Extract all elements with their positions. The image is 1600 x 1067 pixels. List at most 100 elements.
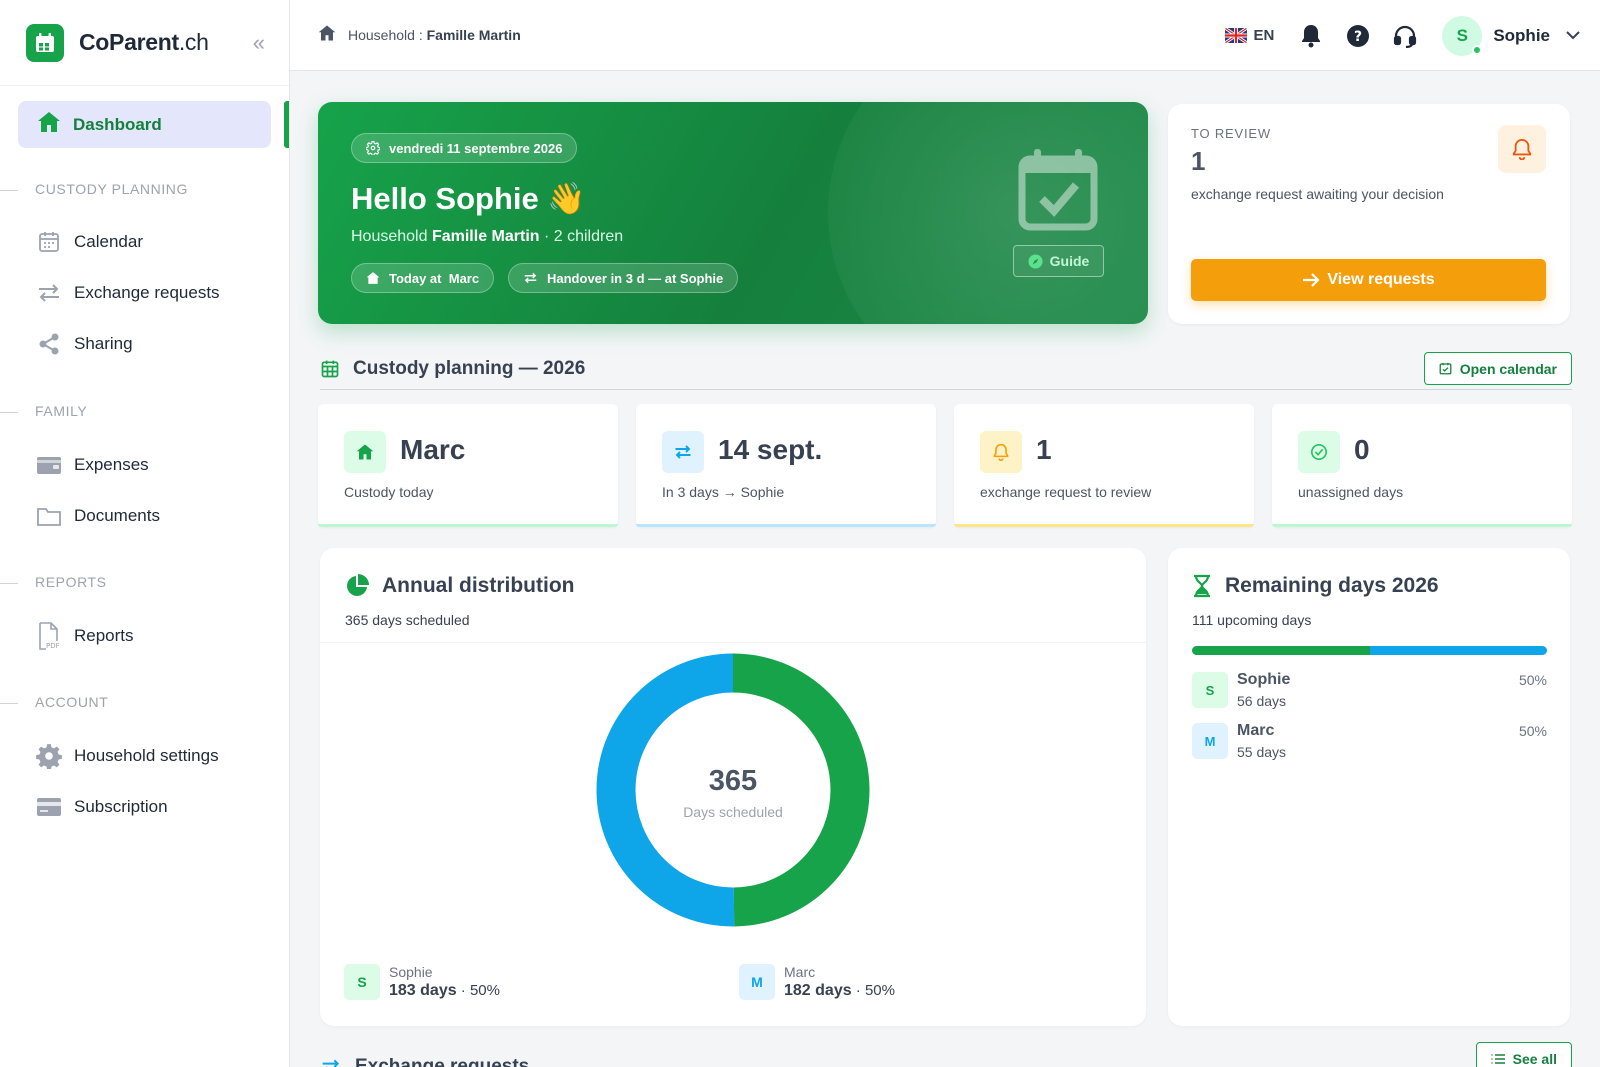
stat-label: exchange request to review [980,484,1152,500]
avatar[interactable]: S [1442,15,1483,56]
swap-arrows-icon [36,280,62,306]
section-account: ACCOUNT [0,694,108,710]
calendar-icon [320,359,340,379]
handover-text: Handover in 3 d — at Sophie [547,270,724,286]
to-review-card: TO REVIEW 1 exchange request awaiting yo… [1168,104,1570,324]
bell-icon[interactable] [1298,23,1324,49]
exchange-requests-header: Exchange requests See all [320,1042,1572,1067]
stat-value: 1 [1036,434,1052,465]
topbar: Household : Famille Martin EN ? S Sophie [290,0,1600,71]
section-title: Exchange requests [355,1056,530,1067]
sidebar-item-calendar[interactable]: Calendar [36,229,143,255]
collapse-sidebar-icon[interactable]: « [252,29,265,55]
sidebar-item-label: Calendar [74,232,143,251]
remaining-title-text: Remaining days 2026 [1225,574,1439,597]
row-percent: 50% [1518,723,1547,739]
calendar-logo-icon[interactable] [26,23,64,62]
check-circle-icon [1298,431,1340,473]
guide-button[interactable]: Guide [1013,245,1104,277]
active-indicator [284,101,289,148]
language-switcher[interactable]: EN [1225,27,1274,44]
sidebar-item-label: Subscription [74,797,168,816]
brand: CoParent.ch « [0,0,289,86]
sidebar-item-subscription[interactable]: Subscription [36,794,168,820]
donut-center-value: 365 [708,765,758,797]
welcome-banner: vendredi 11 septembre 2026 Hello Sophie … [318,102,1148,324]
bell-icon [980,431,1022,473]
section-title: Custody planning — 2026 [353,357,586,379]
legend-name: Sophie [389,964,433,980]
today-value: Marc [448,270,480,286]
compass-icon [1028,253,1043,269]
user-name[interactable]: Sophie [1493,25,1550,45]
hourglass-icon [1192,574,1212,598]
today-label: Today at [389,270,442,286]
home-icon [366,271,380,285]
chevron-down-icon[interactable] [1566,27,1580,45]
gear-icon [366,141,380,155]
see-all-label: See all [1512,1050,1557,1067]
sidebar-item-reports[interactable]: PDF Reports [36,622,134,650]
arrow-right-icon [1302,273,1320,287]
stat-requests-to-review[interactable]: 1 exchange request to review [954,404,1254,527]
remaining-split-bar [1192,646,1547,655]
review-count: 1 [1191,146,1206,176]
remaining-title: Remaining days 2026 [1192,574,1439,598]
remaining-days-card: Remaining days 2026 111 upcoming days S … [1168,548,1570,1026]
sidebar-item-label: Household settings [74,746,219,765]
sidebar-item-documents[interactable]: Documents [36,503,160,529]
stat-accent-line [1272,524,1572,527]
stat-accent-line [636,524,936,527]
sidebar-item-expenses[interactable]: Expenses [36,452,149,478]
remaining-subtitle: 111 upcoming days [1192,612,1312,628]
sidebar-item-sharing[interactable]: Sharing [36,331,133,357]
help-icon[interactable]: ? [1345,23,1371,49]
review-description: exchange request awaiting your decision [1191,186,1444,202]
sidebar-item-label: Reports [74,626,134,645]
stat-custody-today[interactable]: Marc Custody today [318,404,618,527]
calendar-check-icon [1018,147,1098,236]
donut-slice-sophie [596,653,735,927]
bell-icon [1498,125,1546,173]
legend-value: 183 days · 50% [389,982,500,999]
language-code: EN [1253,27,1275,44]
sidebar-item-dashboard[interactable]: Dashboard [18,101,271,148]
annual-title: Annual distribution [345,574,574,598]
row-days: 56 days [1237,693,1287,709]
sidebar-item-exchange-requests[interactable]: Exchange requests [36,280,220,306]
open-calendar-label: Open calendar [1459,360,1557,377]
legend-marc: M Marc 182 days · 50% [739,964,895,1000]
donut-center-label: Days scheduled [683,804,783,820]
legend-sophie: S Sophie 183 days · 50% [344,964,500,1000]
stat-accent-line [318,524,618,527]
stat-unassigned-days[interactable]: 0 unassigned days [1272,404,1572,527]
pie-chart-icon [345,574,369,598]
sidebar-item-household-settings[interactable]: Household settings [36,743,219,769]
view-requests-button[interactable]: View requests [1191,259,1546,301]
see-all-button[interactable]: See all [1475,1042,1572,1067]
donut-chart: 365 Days scheduled [595,652,871,928]
row-badge: M [1192,723,1228,759]
home-icon[interactable] [318,24,336,47]
handover-pill: Handover in 3 d — at Sophie [508,263,739,293]
stat-value: 0 [1354,434,1370,465]
list-icon [1491,1053,1505,1065]
annual-title-text: Annual distribution [382,574,575,597]
sidebar-item-label: Sharing [74,334,133,353]
sidebar-item-label: Expenses [74,455,149,474]
stat-label: Custody today [344,484,434,500]
stat-next-handover[interactable]: 14 sept. In 3 days → Sophie [636,404,936,527]
date-text: vendredi 11 septembre 2026 [389,140,563,156]
uk-flag-icon [1225,28,1248,43]
swap-arrows-icon [662,431,704,473]
donut-svg [596,653,870,927]
legend-name: Marc [784,964,816,980]
open-calendar-button[interactable]: Open calendar [1423,352,1572,385]
legend-value: 182 days · 50% [784,982,895,999]
gear-icon [36,743,62,769]
donut-slice-marc [732,653,870,927]
date-pill: vendredi 11 septembre 2026 [351,133,578,163]
stat-value: Marc [400,434,466,465]
home-icon [344,431,386,473]
headset-support-icon[interactable] [1392,23,1418,49]
